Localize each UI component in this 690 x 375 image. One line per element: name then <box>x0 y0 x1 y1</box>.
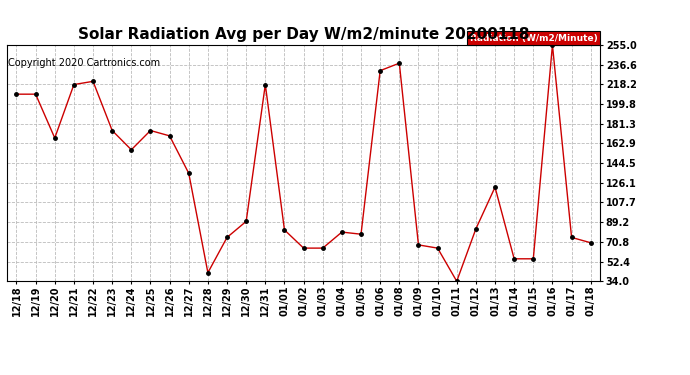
Text: Copyright 2020 Cartronics.com: Copyright 2020 Cartronics.com <box>8 58 160 68</box>
Title: Solar Radiation Avg per Day W/m2/minute 20200118: Solar Radiation Avg per Day W/m2/minute … <box>78 27 529 42</box>
Text: Radiation (W/m2/Minute): Radiation (W/m2/Minute) <box>470 34 598 43</box>
